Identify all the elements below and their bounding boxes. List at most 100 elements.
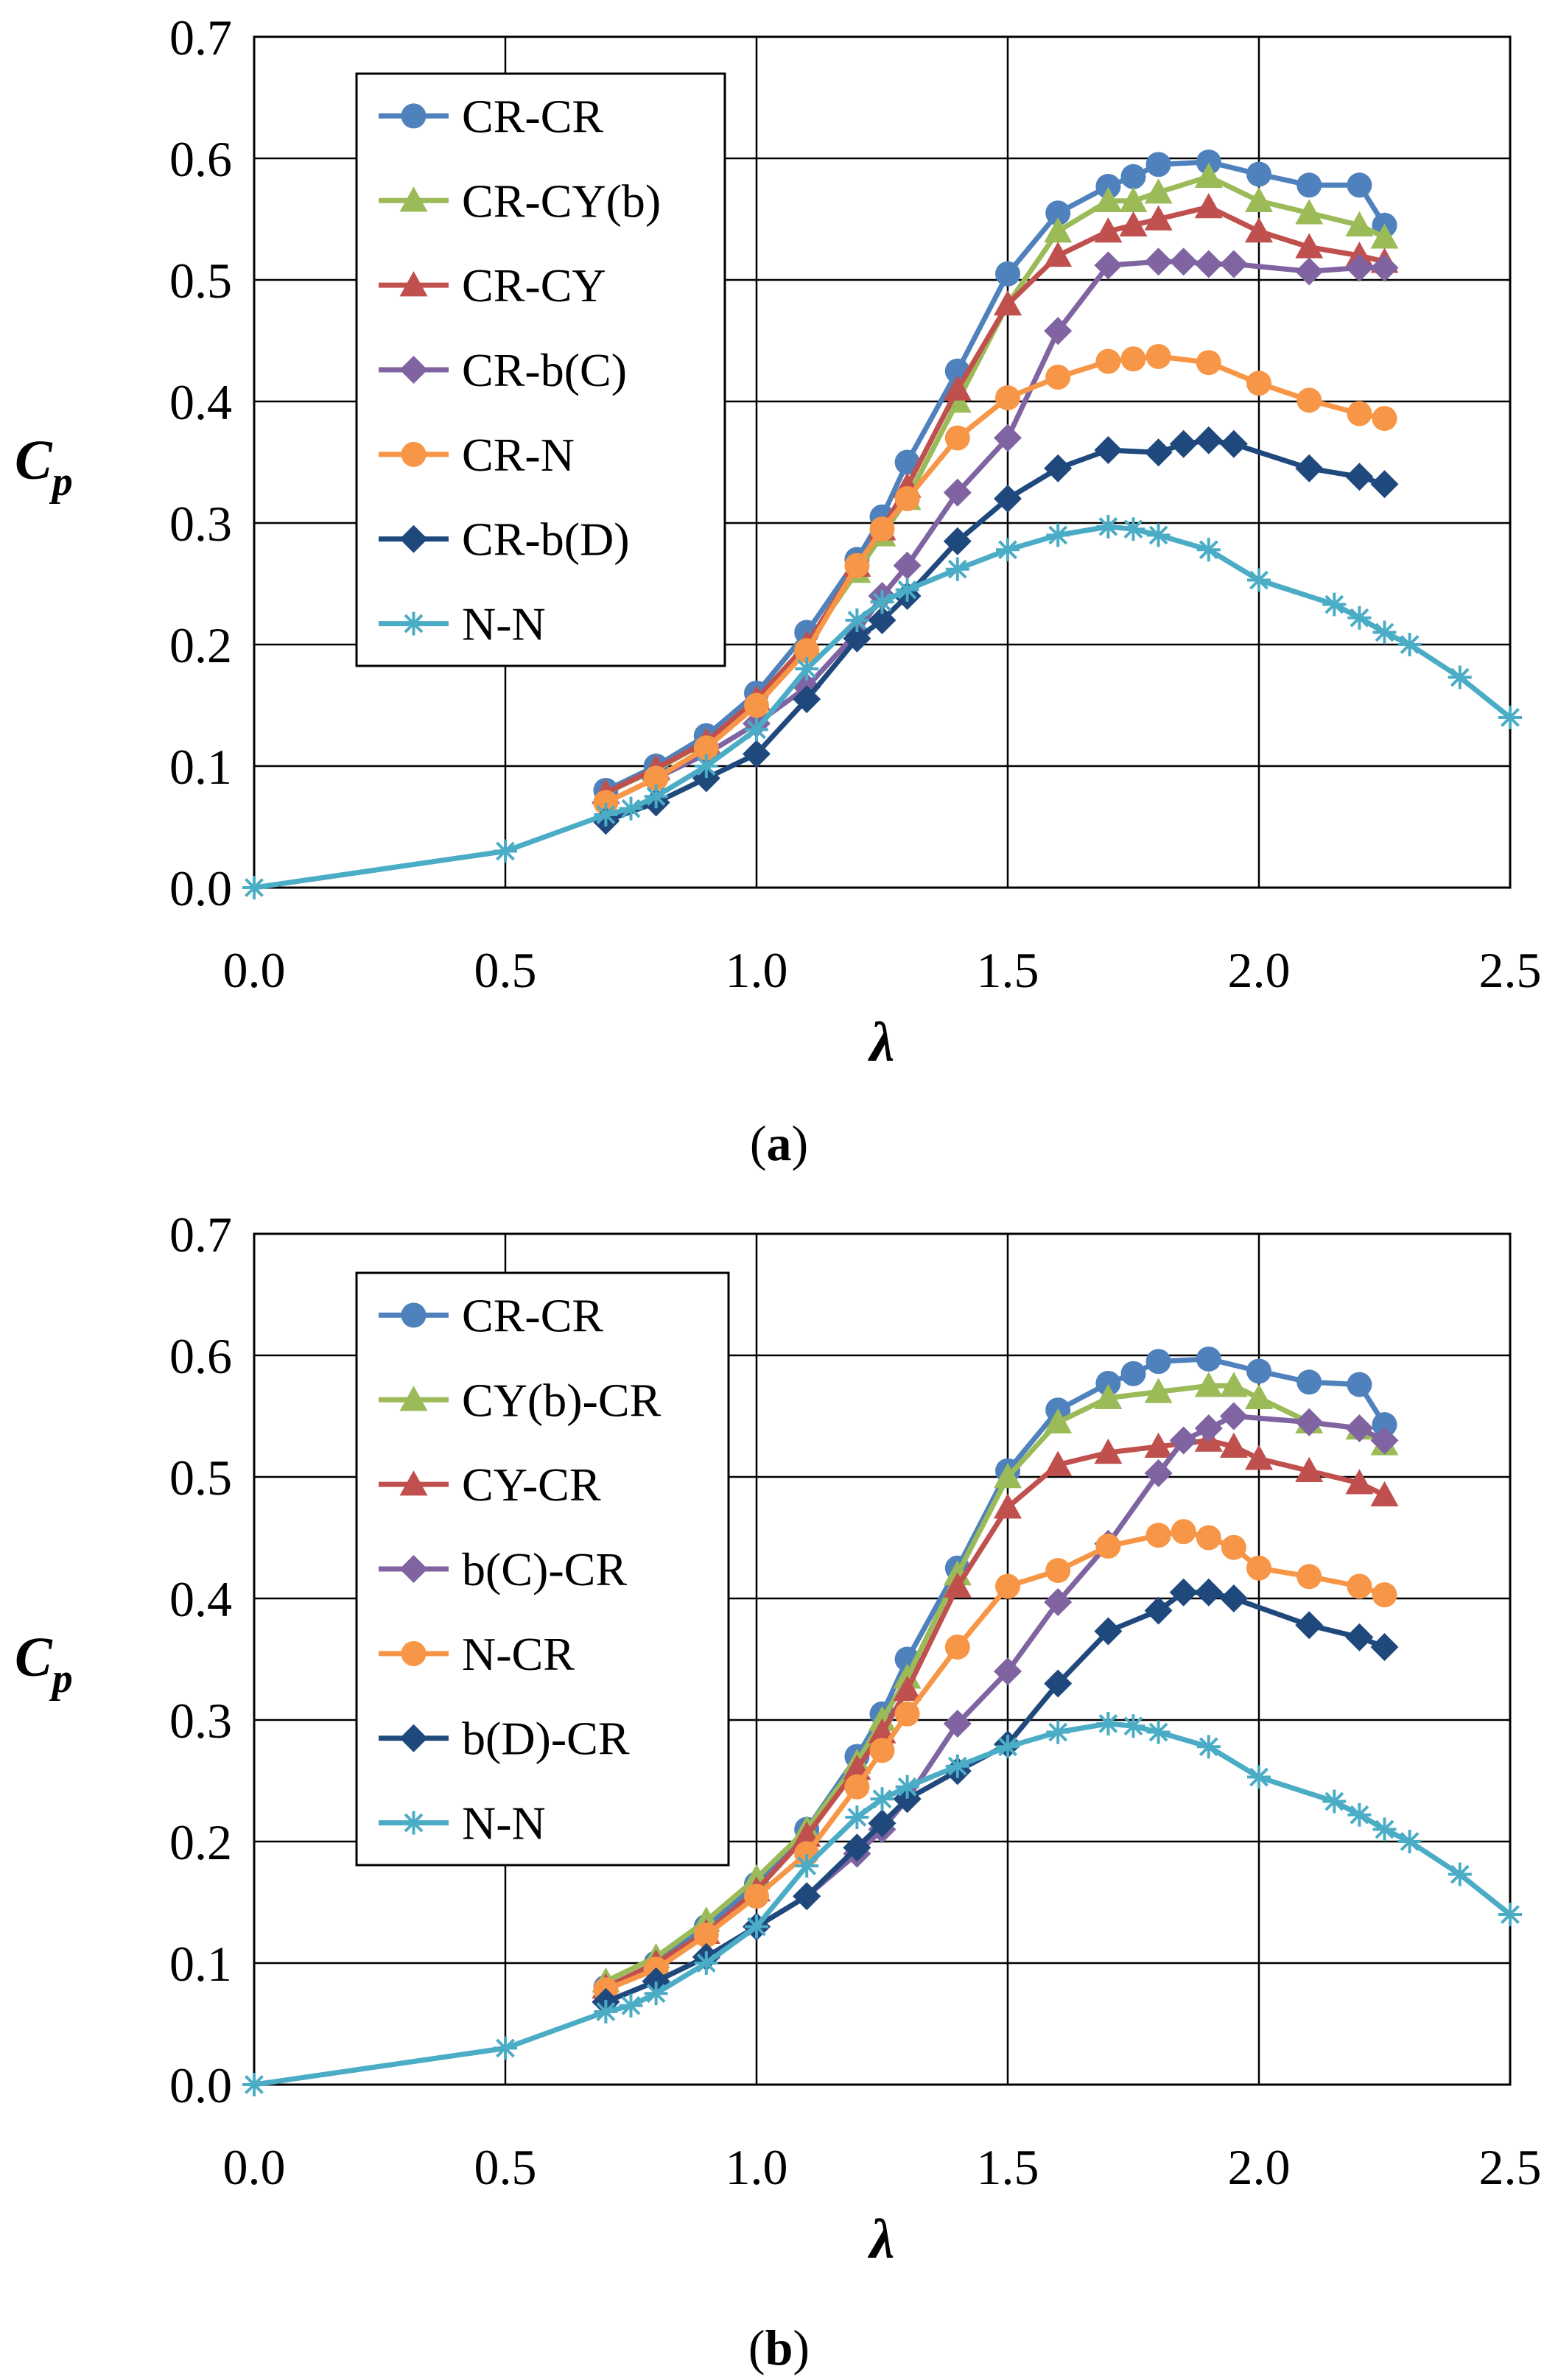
data-point xyxy=(1146,523,1171,547)
data-point xyxy=(1144,1459,1173,1488)
data-point xyxy=(1145,1349,1171,1375)
data-point xyxy=(1044,317,1073,345)
data-point xyxy=(894,486,920,511)
data-point xyxy=(743,740,771,768)
y-tick-label: 0.7 xyxy=(169,1207,232,1263)
panel-label-letter: b xyxy=(765,2320,793,2376)
y-tick-label: 0.6 xyxy=(169,131,232,187)
data-point xyxy=(1345,463,1374,491)
data-point xyxy=(1372,1412,1397,1438)
data-point xyxy=(1094,436,1123,464)
panel-label: (b) xyxy=(748,2320,810,2376)
panel-label-close: ) xyxy=(792,1115,809,1171)
data-point xyxy=(1372,1817,1397,1842)
data-point xyxy=(995,385,1020,411)
panel-label-open: ( xyxy=(748,2320,765,2376)
data-point xyxy=(1196,1346,1221,1372)
plot-frame xyxy=(253,1232,1512,2086)
data-point xyxy=(1219,250,1248,278)
series-CR-N xyxy=(593,343,1397,815)
y-axis-title: Cp xyxy=(15,1626,73,1702)
data-point xyxy=(1347,172,1372,198)
data-point xyxy=(1245,217,1273,243)
data-point xyxy=(1169,1426,1198,1455)
y-tick-label: 0.1 xyxy=(169,739,232,795)
legend-label: CR-b(D) xyxy=(462,513,630,566)
data-point xyxy=(943,1572,972,1598)
y-tick-label: 0.4 xyxy=(169,374,232,430)
data-point xyxy=(944,425,970,451)
data-point xyxy=(1095,1534,1121,1559)
data-point xyxy=(745,1914,768,1939)
legend-marker xyxy=(401,103,427,129)
data-point xyxy=(1372,620,1397,645)
legend-marker xyxy=(401,1302,427,1328)
data-point xyxy=(943,375,972,401)
panel-label-letter: a xyxy=(767,1115,792,1171)
data-point xyxy=(1194,1578,1223,1607)
data-point xyxy=(1145,152,1171,178)
data-point xyxy=(1296,387,1322,413)
legend-item: CR-CY(b) xyxy=(379,175,661,227)
y-tick-label: 0.7 xyxy=(169,10,232,66)
data-point xyxy=(1094,1383,1123,1409)
data-point xyxy=(1145,343,1171,369)
legend-marker xyxy=(399,186,428,212)
data-point xyxy=(1044,217,1073,243)
legend-label: CR-N xyxy=(462,429,575,481)
legend-item: N-CR xyxy=(379,1628,575,1680)
legend-label: b(D)-CR xyxy=(462,1713,630,1765)
data-point xyxy=(1295,257,1324,286)
data-point xyxy=(744,1884,769,1909)
data-point xyxy=(1144,205,1173,231)
data-point xyxy=(843,1833,871,1862)
x-tick-label: 0.5 xyxy=(474,2139,537,2195)
data-point xyxy=(994,1657,1022,1685)
x-tick-label: 0.0 xyxy=(223,942,286,998)
panel-label-close: ) xyxy=(793,2320,810,2376)
y-axis-title-main: C xyxy=(15,429,53,491)
data-point xyxy=(1044,1669,1073,1698)
data-point xyxy=(994,485,1022,513)
panel-label-open: ( xyxy=(750,1115,767,1171)
data-point xyxy=(1094,186,1123,212)
data-point xyxy=(1345,211,1374,236)
data-point xyxy=(1196,1525,1221,1551)
legend-label: CR-CR xyxy=(462,90,603,142)
legend-label: CR-CY(b) xyxy=(462,175,661,227)
legend-item: CR-N xyxy=(379,429,575,481)
data-point xyxy=(1120,164,1146,189)
data-point xyxy=(1245,186,1273,212)
data-point xyxy=(1196,350,1221,376)
data-point xyxy=(868,606,896,634)
data-point xyxy=(1194,1372,1223,1397)
data-point xyxy=(1347,1573,1372,1599)
legend-item: CR-CY xyxy=(379,259,606,312)
data-point xyxy=(794,638,820,664)
legend-marker xyxy=(399,1555,428,1583)
data-point xyxy=(1295,1611,1324,1640)
data-point xyxy=(945,1754,969,1778)
data-point xyxy=(1194,426,1223,454)
data-point xyxy=(694,754,718,778)
data-point xyxy=(944,1635,970,1660)
data-point xyxy=(1196,1735,1221,1759)
panel-label: (a) xyxy=(750,1115,808,1171)
data-point xyxy=(843,624,871,653)
data-point xyxy=(1146,1720,1171,1744)
y-tick-label: 0.5 xyxy=(169,253,232,309)
data-point xyxy=(870,590,894,614)
data-point xyxy=(795,1854,819,1878)
x-tick-label: 0.5 xyxy=(474,942,537,998)
data-point xyxy=(1171,1519,1196,1545)
x-tick-label: 0.0 xyxy=(223,2139,286,2195)
data-point xyxy=(1194,1414,1223,1442)
y-tick-label: 0.0 xyxy=(169,2057,232,2113)
data-point xyxy=(1196,538,1221,562)
data-point xyxy=(693,735,719,761)
data-point xyxy=(1247,1765,1271,1789)
legend-label: CR-CY xyxy=(462,259,606,312)
data-point xyxy=(594,803,618,826)
data-point xyxy=(1295,199,1324,225)
